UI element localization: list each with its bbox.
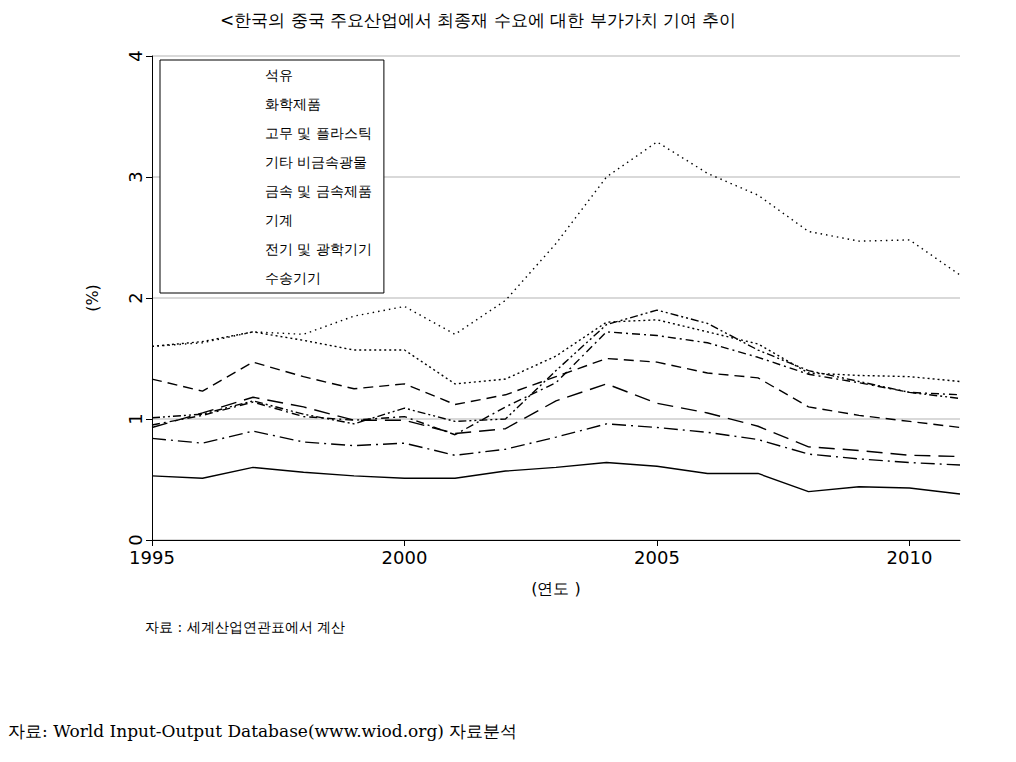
svg-text:수송기기: 수송기기 (265, 270, 321, 286)
svg-text:1: 1 (125, 413, 146, 424)
svg-text:(%): (%) (83, 284, 102, 312)
svg-text:2000: 2000 (382, 547, 428, 568)
svg-text:(연도 ): (연도 ) (531, 579, 581, 598)
svg-text:3: 3 (125, 171, 146, 182)
svg-text:고무 및 플라스틱: 고무 및 플라스틱 (265, 125, 372, 141)
svg-text:2005: 2005 (634, 547, 680, 568)
svg-text:화학제품: 화학제품 (265, 96, 321, 112)
svg-text:기계: 기계 (265, 212, 293, 228)
svg-text:0: 0 (125, 534, 146, 545)
svg-text:기타 비금속광물: 기타 비금속광물 (265, 154, 367, 170)
svg-text:4: 4 (125, 50, 146, 61)
svg-text:1995: 1995 (129, 547, 175, 568)
svg-text:석유: 석유 (265, 67, 293, 83)
svg-text:자료: World Input-Output Databas: 자료: World Input-Output Database(www.wiod… (8, 721, 517, 741)
svg-text:<한국의 중국 주요산업에서 최종재 수요에 대한 부가가치: <한국의 중국 주요산업에서 최종재 수요에 대한 부가가치 기여 추이 (220, 10, 736, 30)
svg-text:2010: 2010 (887, 547, 933, 568)
svg-text:자료 : 세계산업연관표에서 계산: 자료 : 세계산업연관표에서 계산 (145, 619, 345, 635)
svg-text:전기 및 광학기기: 전기 및 광학기기 (265, 241, 372, 257)
svg-text:2: 2 (125, 292, 146, 303)
svg-text:금속 및 금속제품: 금속 및 금속제품 (265, 183, 372, 199)
